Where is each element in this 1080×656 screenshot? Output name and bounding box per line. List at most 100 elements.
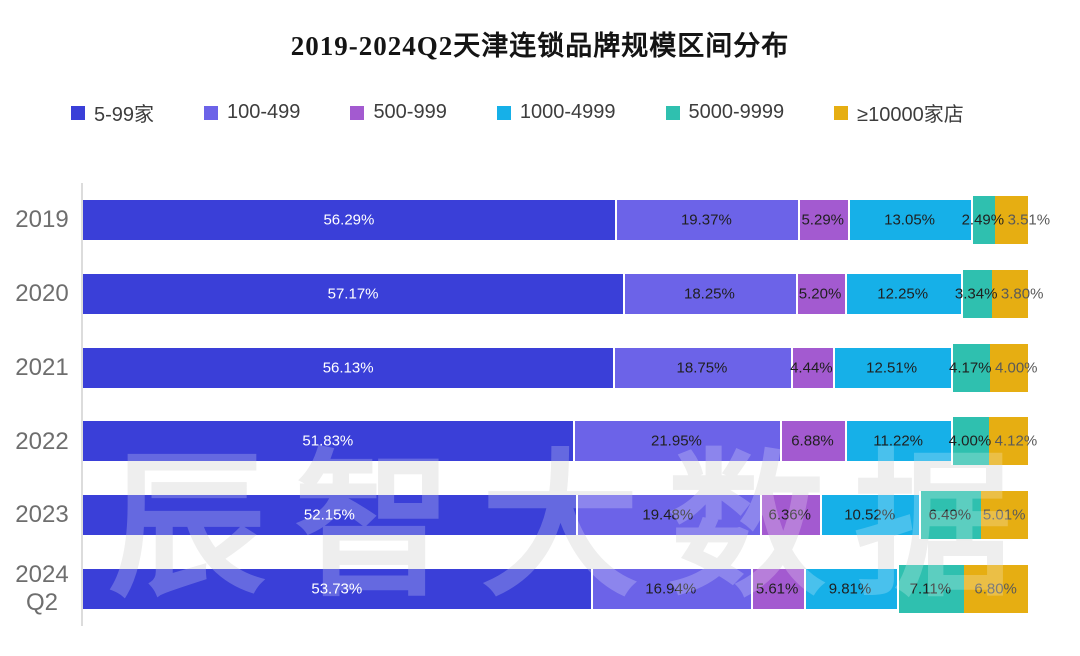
bar-value-label: 3.34% [954, 285, 998, 303]
bar-segment [797, 199, 848, 240]
legend-swatch [71, 105, 85, 120]
bar-value-label: 12.51% [866, 359, 918, 377]
bar-segment [847, 199, 972, 240]
bar-segment [83, 495, 576, 536]
bar-value-label: 5.61% [755, 580, 799, 598]
bar-value-label: 56.29% [323, 211, 375, 229]
bar-segment [844, 273, 961, 314]
bar-value-label: 5.20% [798, 285, 842, 303]
legend-label: 5000-9999 [688, 101, 785, 123]
legend-swatch [496, 105, 511, 120]
bar-segment [820, 495, 920, 536]
bar-segment [83, 569, 591, 610]
bar-segment [623, 273, 796, 314]
bar-value-label: 6.36% [768, 506, 811, 524]
bar-value-label: 18.75% [676, 359, 728, 377]
bar-value-label: 3.51% [1007, 211, 1051, 229]
bar-segment [989, 417, 1028, 466]
legend-label: ≥10000家店 [857, 104, 964, 126]
bar-value-label: 19.48% [642, 506, 694, 524]
bar-segment [613, 347, 791, 388]
bar-row: 2019 56.29% 19.37% 5.29% 13.05% 2.49% 3.51% [0, 183, 1080, 257]
bar-value-label: 9.81% [828, 580, 872, 598]
bar-segment [590, 569, 751, 610]
legend-label: 5-99家 [94, 104, 155, 126]
bar-segment [780, 421, 846, 462]
bar-segment [83, 421, 573, 462]
chart-title: 2019-2024Q2天津连锁品牌规模区间分布 [290, 31, 790, 61]
bar-segment [896, 565, 964, 614]
bar-value-label: 53.73% [311, 580, 363, 598]
bar-segment [951, 417, 990, 466]
bar-value-label: 19.37% [680, 211, 732, 229]
bar-row: 2023 52.15% 19.48% 6.36% 10.52% 6.49% 5.01% [0, 478, 1080, 552]
bar-value-label: 4.12% [994, 432, 1038, 450]
bar-track: 56.13% 18.75% 4.44% 12.51% 4.17% 4.00% [83, 331, 1038, 405]
legend-item: ≥10000家店 [834, 98, 964, 127]
bar-segment [750, 569, 804, 610]
bar-segment [990, 343, 1028, 392]
bar-segment [795, 273, 845, 314]
bar-value-label: 5.29% [801, 211, 845, 229]
bar-segment [803, 569, 897, 610]
category-label: 2020 [15, 279, 69, 307]
bar-value-label: 4.17% [948, 359, 992, 377]
bar-track: 56.29% 19.37% 5.29% 13.05% 2.49% 3.51% [83, 183, 1050, 257]
bar-segment [832, 347, 951, 388]
bar-track: 52.15% 19.48% 6.36% 10.52% 6.49% 5.01% [83, 478, 1029, 552]
bar-segment [572, 421, 781, 462]
legend-item: 500-999 [350, 101, 447, 124]
category-label: 2024 Q2 [15, 561, 69, 617]
bar-row: 2022 51.83% 21.95% 6.88% 11.22% 4.00% 4.12% [0, 404, 1080, 478]
category-label: 2023 [15, 501, 69, 529]
legend-label: 500-999 [373, 101, 447, 123]
bar-value-label: 5.01% [982, 506, 1026, 524]
category-label: 2021 [15, 353, 69, 381]
legend-swatch [350, 105, 365, 120]
bar-value-label: 6.80% [974, 580, 1017, 598]
bar-value-label: 4.44% [790, 359, 833, 377]
bar-segment [980, 491, 1029, 540]
bar-value-label: 10.52% [844, 506, 896, 524]
bar-segment [963, 565, 1028, 614]
category-label: 2019 [15, 206, 69, 234]
legend-item: 5000-9999 [665, 101, 785, 124]
bar-segment [960, 269, 993, 318]
bar-value-label: 18.25% [683, 285, 735, 303]
bar-row: 2024 Q2 53.73% 16.94% 5.61% 9.81% 7.11% 6.80% [0, 552, 1080, 626]
bar-value-label: 51.83% [302, 432, 354, 450]
bar-segment [950, 343, 991, 392]
bar-segment [614, 199, 798, 240]
bar-value-label: 21.95% [651, 432, 702, 450]
bar-row: 2021 56.13% 18.75% 4.44% 12.51% 4.17% 4.00% [0, 331, 1080, 405]
legend-label: 100-499 [227, 101, 301, 123]
bar-track: 53.73% 16.94% 5.61% 9.81% 7.11% 6.80% [83, 552, 1028, 626]
bar-segment [845, 421, 952, 462]
bar-value-label: 3.80% [1000, 285, 1044, 303]
legend-item: 5-99家 [71, 98, 154, 127]
bar-value-label: 6.49% [928, 506, 972, 524]
bar-rows: 2019 56.29% 19.37% 5.29% 13.05% 2.49% 3.51% 202… [0, 183, 1080, 626]
bar-value-label: 4.00% [948, 432, 992, 450]
bar-segment [575, 495, 760, 536]
legend-swatch [204, 105, 219, 120]
bar-track: 51.83% 21.95% 6.88% 11.22% 4.00% 4.12% [83, 404, 1037, 478]
bar-value-label: 2.49% [961, 211, 1005, 229]
legend-swatch [834, 105, 849, 120]
bar-track: 57.17% 18.25% 5.20% 12.25% 3.34% 3.80% [83, 257, 1043, 331]
bar-value-label: 7.11% [909, 580, 952, 598]
bar-value-label: 4.00% [994, 359, 1038, 377]
bar-value-label: 57.17% [327, 285, 379, 303]
y-axis-line [81, 183, 83, 626]
bar-segment [919, 491, 981, 540]
category-label: 2022 [15, 427, 69, 455]
legend-item: 1000-4999 [496, 101, 616, 124]
legend-item: 100-499 [204, 101, 300, 124]
bar-value-label: 13.05% [884, 211, 935, 229]
legend: 5-99家 100-499 500-999 1000-4999 5000-9999 ≥10… [71, 98, 964, 127]
bar-segment [971, 195, 995, 244]
bar-value-label: 6.88% [791, 432, 834, 450]
legend-swatch [665, 105, 680, 120]
bar-value-label: 52.15% [303, 506, 355, 524]
